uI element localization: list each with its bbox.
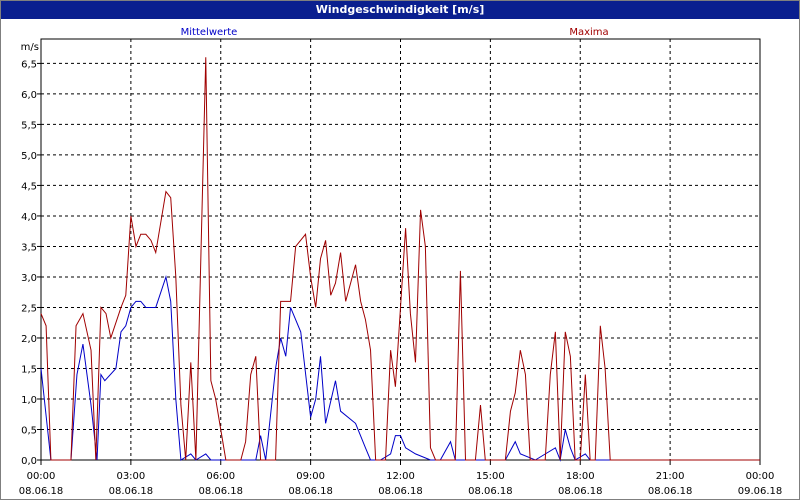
y-tick-label: 5,5: [21, 120, 37, 131]
y-tick-label: 4,0: [21, 212, 37, 223]
legend-mittelwerte: Mittelwerte: [181, 27, 238, 38]
x-tick-date: 08.06.18: [109, 486, 154, 497]
x-tick-time: 12:00: [386, 471, 415, 482]
x-tick-time: 21:00: [656, 471, 685, 482]
x-tick-time: 06:00: [206, 471, 235, 482]
grid-lines: [41, 39, 760, 461]
legend-maxima: Maxima: [569, 27, 608, 38]
y-axis: 0,0 0,5 1,0 1,5 2,0 2,5 3,0 3,5 4,0 4,5 5,0 5,5 6,0 6…: [21, 59, 41, 467]
window-title-bar: Windgeschwindigkeit [m/s]: [1, 1, 799, 19]
x-tick-date: 09.06.18: [738, 486, 783, 497]
x-tick-time: 18:00: [566, 471, 595, 482]
series-layer: [40, 57, 760, 462]
x-tick-time: 15:00: [476, 471, 505, 482]
y-tick-label: 3,5: [21, 242, 37, 253]
y-tick-label: 2,0: [21, 334, 37, 345]
y-tick-label: 6,0: [21, 90, 37, 101]
y-tick-label: 6,5: [21, 59, 37, 70]
series-line-maxima: [40, 57, 760, 461]
x-tick-date: 08.06.18: [198, 486, 243, 497]
y-tick-label: 0,0: [21, 456, 37, 467]
y-tick-label: 1,0: [21, 395, 37, 406]
x-tick-date: 08.06.18: [648, 486, 693, 497]
x-tick-time: 09:00: [296, 471, 325, 482]
y-axis-unit-label: m/s: [21, 42, 39, 53]
x-tick-time: 03:00: [116, 471, 145, 482]
y-tick-label: 1,5: [21, 364, 37, 375]
x-tick-time: 00:00: [746, 471, 775, 482]
x-tick-date: 08.06.18: [19, 486, 64, 497]
y-tick-label: 3,0: [21, 273, 37, 284]
x-tick-date: 08.06.18: [558, 486, 603, 497]
y-tick-label: 0,5: [21, 425, 37, 436]
y-tick-label: 4,5: [21, 181, 37, 192]
x-tick-date: 08.06.18: [378, 486, 423, 497]
x-tick-date: 08.06.18: [468, 486, 513, 497]
x-tick-time: 00:00: [27, 471, 56, 482]
x-axis: 00:00 08.06.18 03:00 08.06.18 06:00 08.06.18 0…: [19, 460, 783, 497]
y-tick-label: 5,0: [21, 151, 37, 162]
x-tick-date: 08.06.18: [288, 486, 333, 497]
series-line-mittelwerte: [40, 275, 760, 462]
y-tick-label: 2,5: [21, 303, 37, 314]
